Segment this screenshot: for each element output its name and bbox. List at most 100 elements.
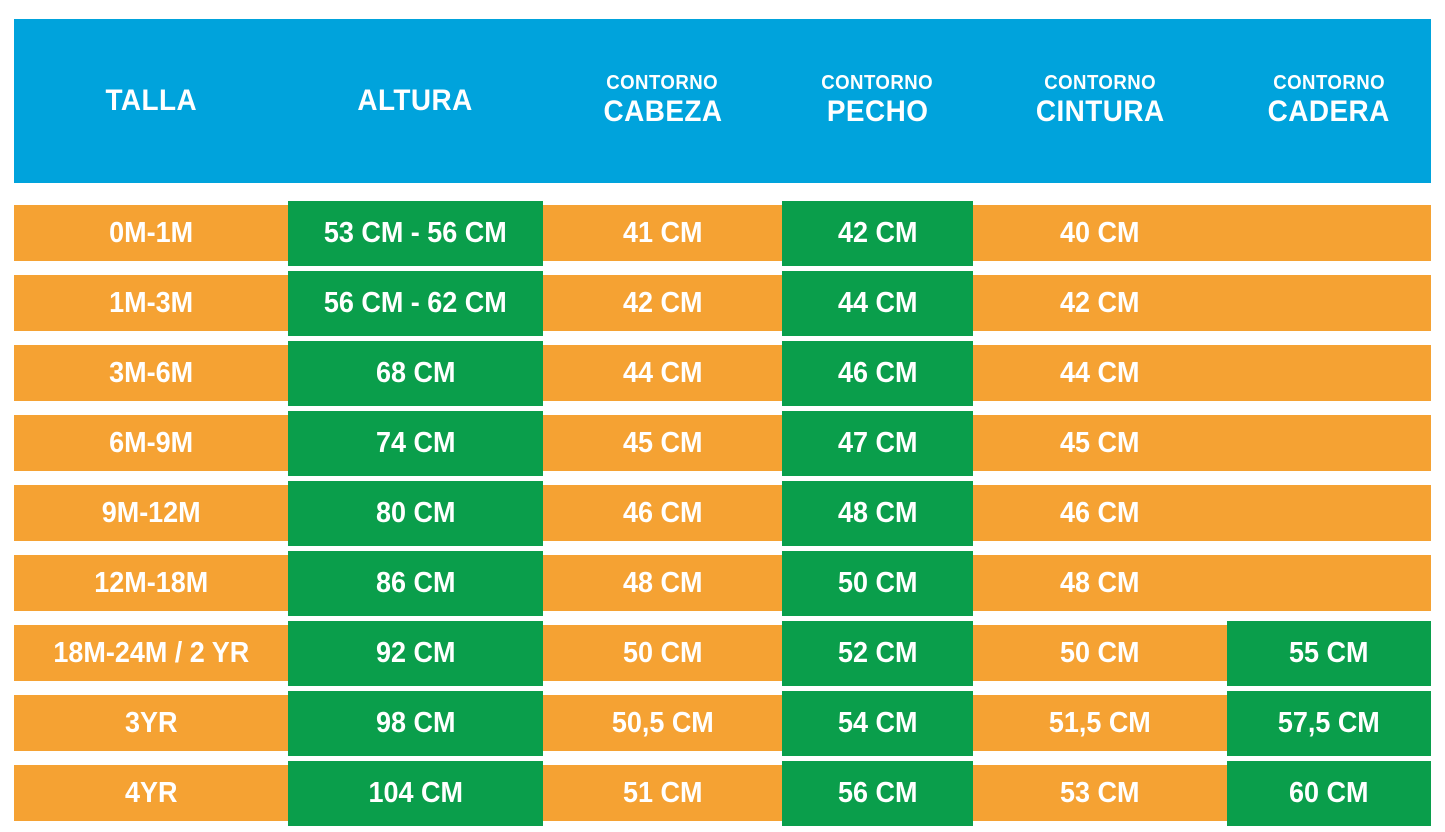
- cell-altura-highlighted: 80 CM: [288, 481, 543, 546]
- cell-cintura: 46 CM: [973, 485, 1227, 541]
- cell-cabeza: 50,5 CM: [543, 695, 782, 751]
- header-sublabel: CONTORNO: [1044, 72, 1156, 95]
- header-cell-altura: ALTURA: [288, 19, 543, 183]
- cell-value: 55 CM: [1289, 637, 1369, 669]
- cell-cadera: [1227, 555, 1431, 611]
- cell-pecho-highlighted: 52 CM: [782, 621, 973, 686]
- cell-talla: 1M-3M: [14, 275, 288, 331]
- cell-altura-highlighted: 74 CM: [288, 411, 543, 476]
- cell-value: 56 CM: [837, 777, 918, 809]
- table-row: 1M-3M 56 CM - 62 CM 42 CM 44 CM 42 CM: [14, 271, 1431, 336]
- cell-value: 1M-3M: [109, 286, 193, 319]
- cell-value: 42 CM: [837, 217, 918, 249]
- cell-value: 47 CM: [837, 427, 918, 459]
- cell-value: 0M-1M: [109, 216, 193, 249]
- cell-pecho-highlighted: 46 CM: [782, 341, 973, 406]
- cell-cabeza: 48 CM: [543, 555, 782, 611]
- cell-pecho-highlighted: 54 CM: [782, 691, 973, 756]
- cell-pecho-highlighted: 50 CM: [782, 551, 973, 616]
- table-row: 6M-9M 74 CM 45 CM 47 CM 45 CM: [14, 411, 1431, 476]
- header-cell-cadera: CONTORNO CADERA: [1227, 19, 1431, 183]
- cell-cabeza: 50 CM: [543, 625, 782, 681]
- cell-cintura: 42 CM: [973, 275, 1227, 331]
- cell-value: 50 CM: [622, 636, 703, 669]
- cell-cadera: [1227, 485, 1431, 541]
- cell-value: 3M-6M: [109, 356, 193, 389]
- cell-value: 41 CM: [622, 216, 703, 249]
- cell-value: 44 CM: [622, 356, 703, 389]
- table-body: 0M-1M 53 CM - 56 CM 41 CM 42 CM 40 CM 1M-3M 56…: [14, 201, 1431, 826]
- cell-value: 46 CM: [1060, 496, 1140, 529]
- cell-value: 74 CM: [375, 427, 456, 459]
- cell-value: 57,5 CM: [1278, 707, 1380, 739]
- header-sublabel: CONTORNO: [821, 72, 934, 95]
- header-sublabel: CONTORNO: [1273, 72, 1385, 95]
- cell-value: 86 CM: [375, 567, 456, 599]
- cell-value: 4YR: [124, 776, 178, 809]
- cell-cabeza: 42 CM: [543, 275, 782, 331]
- cell-pecho-highlighted: 48 CM: [782, 481, 973, 546]
- cell-altura-highlighted: 68 CM: [288, 341, 543, 406]
- cell-value: 48 CM: [622, 566, 703, 599]
- header-cell-cabeza: CONTORNO CABEZA: [543, 19, 782, 183]
- cell-value: 44 CM: [1060, 356, 1140, 389]
- cell-cabeza: 51 CM: [543, 765, 782, 821]
- cell-cadera: [1227, 275, 1431, 331]
- header-cell-cintura: CONTORNO CINTURA: [973, 19, 1227, 183]
- cell-cintura: 40 CM: [973, 205, 1227, 261]
- table-row: 4YR 104 CM 51 CM 56 CM 53 CM 60 CM: [14, 761, 1431, 826]
- size-chart: TALLA ALTURA CONTORNO CABEZA CONTORNO PECHO CO…: [14, 19, 1431, 826]
- cell-value: 9M-12M: [101, 496, 201, 529]
- cell-altura-highlighted: 92 CM: [288, 621, 543, 686]
- cell-value: 56 CM - 62 CM: [324, 287, 507, 319]
- header-cell-pecho: CONTORNO PECHO: [782, 19, 973, 183]
- cell-cadera-highlighted: 55 CM: [1227, 621, 1431, 686]
- cell-value: 80 CM: [375, 497, 456, 529]
- table-row: 18M-24M / 2 YR 92 CM 50 CM 52 CM 50 CM 55 CM: [14, 621, 1431, 686]
- cell-cabeza: 41 CM: [543, 205, 782, 261]
- cell-value: 54 CM: [837, 707, 918, 739]
- cell-value: 40 CM: [1060, 216, 1140, 249]
- cell-cintura: 45 CM: [973, 415, 1227, 471]
- cell-value: 18M-24M / 2 YR: [53, 636, 249, 669]
- table-row: 3YR 98 CM 50,5 CM 54 CM 51,5 CM 57,5 CM: [14, 691, 1431, 756]
- cell-talla: 6M-9M: [14, 415, 288, 471]
- cell-value: 45 CM: [622, 426, 703, 459]
- cell-value: 45 CM: [1060, 426, 1140, 459]
- cell-altura-highlighted: 53 CM - 56 CM: [288, 201, 543, 266]
- cell-pecho-highlighted: 42 CM: [782, 201, 973, 266]
- cell-value: 51 CM: [622, 776, 703, 809]
- cell-altura-highlighted: 104 CM: [288, 761, 543, 826]
- cell-talla: 9M-12M: [14, 485, 288, 541]
- cell-altura-highlighted: 56 CM - 62 CM: [288, 271, 543, 336]
- header-label: TALLA: [105, 83, 197, 117]
- cell-value: 104 CM: [368, 777, 463, 809]
- cell-value: 46 CM: [622, 496, 703, 529]
- table-header: TALLA ALTURA CONTORNO CABEZA CONTORNO PECHO CO…: [14, 19, 1431, 183]
- table-row: 9M-12M 80 CM 46 CM 48 CM 46 CM: [14, 481, 1431, 546]
- cell-cintura: 53 CM: [973, 765, 1227, 821]
- cell-talla: 3YR: [14, 695, 288, 751]
- cell-value: 50 CM: [837, 567, 918, 599]
- cell-altura-highlighted: 98 CM: [288, 691, 543, 756]
- cell-value: 98 CM: [375, 707, 456, 739]
- cell-talla: 4YR: [14, 765, 288, 821]
- cell-value: 51,5 CM: [1049, 706, 1151, 739]
- header-label: CADERA: [1267, 95, 1391, 129]
- cell-cintura: 51,5 CM: [973, 695, 1227, 751]
- cell-value: 3YR: [124, 706, 178, 739]
- cell-value: 50 CM: [1060, 636, 1140, 669]
- cell-cadera: [1227, 205, 1431, 261]
- cell-cabeza: 44 CM: [543, 345, 782, 401]
- table-row: 3M-6M 68 CM 44 CM 46 CM 44 CM: [14, 341, 1431, 406]
- cell-value: 50,5 CM: [611, 706, 714, 739]
- header-cell-talla: TALLA: [14, 19, 288, 183]
- header-label: ALTURA: [357, 83, 474, 117]
- cell-value: 46 CM: [837, 357, 918, 389]
- cell-talla: 12M-18M: [14, 555, 288, 611]
- header-label: CABEZA: [602, 95, 723, 129]
- cell-cintura: 48 CM: [973, 555, 1227, 611]
- header-label: CINTURA: [1035, 95, 1165, 129]
- header-sublabel: CONTORNO: [606, 72, 719, 95]
- cell-cabeza: 46 CM: [543, 485, 782, 541]
